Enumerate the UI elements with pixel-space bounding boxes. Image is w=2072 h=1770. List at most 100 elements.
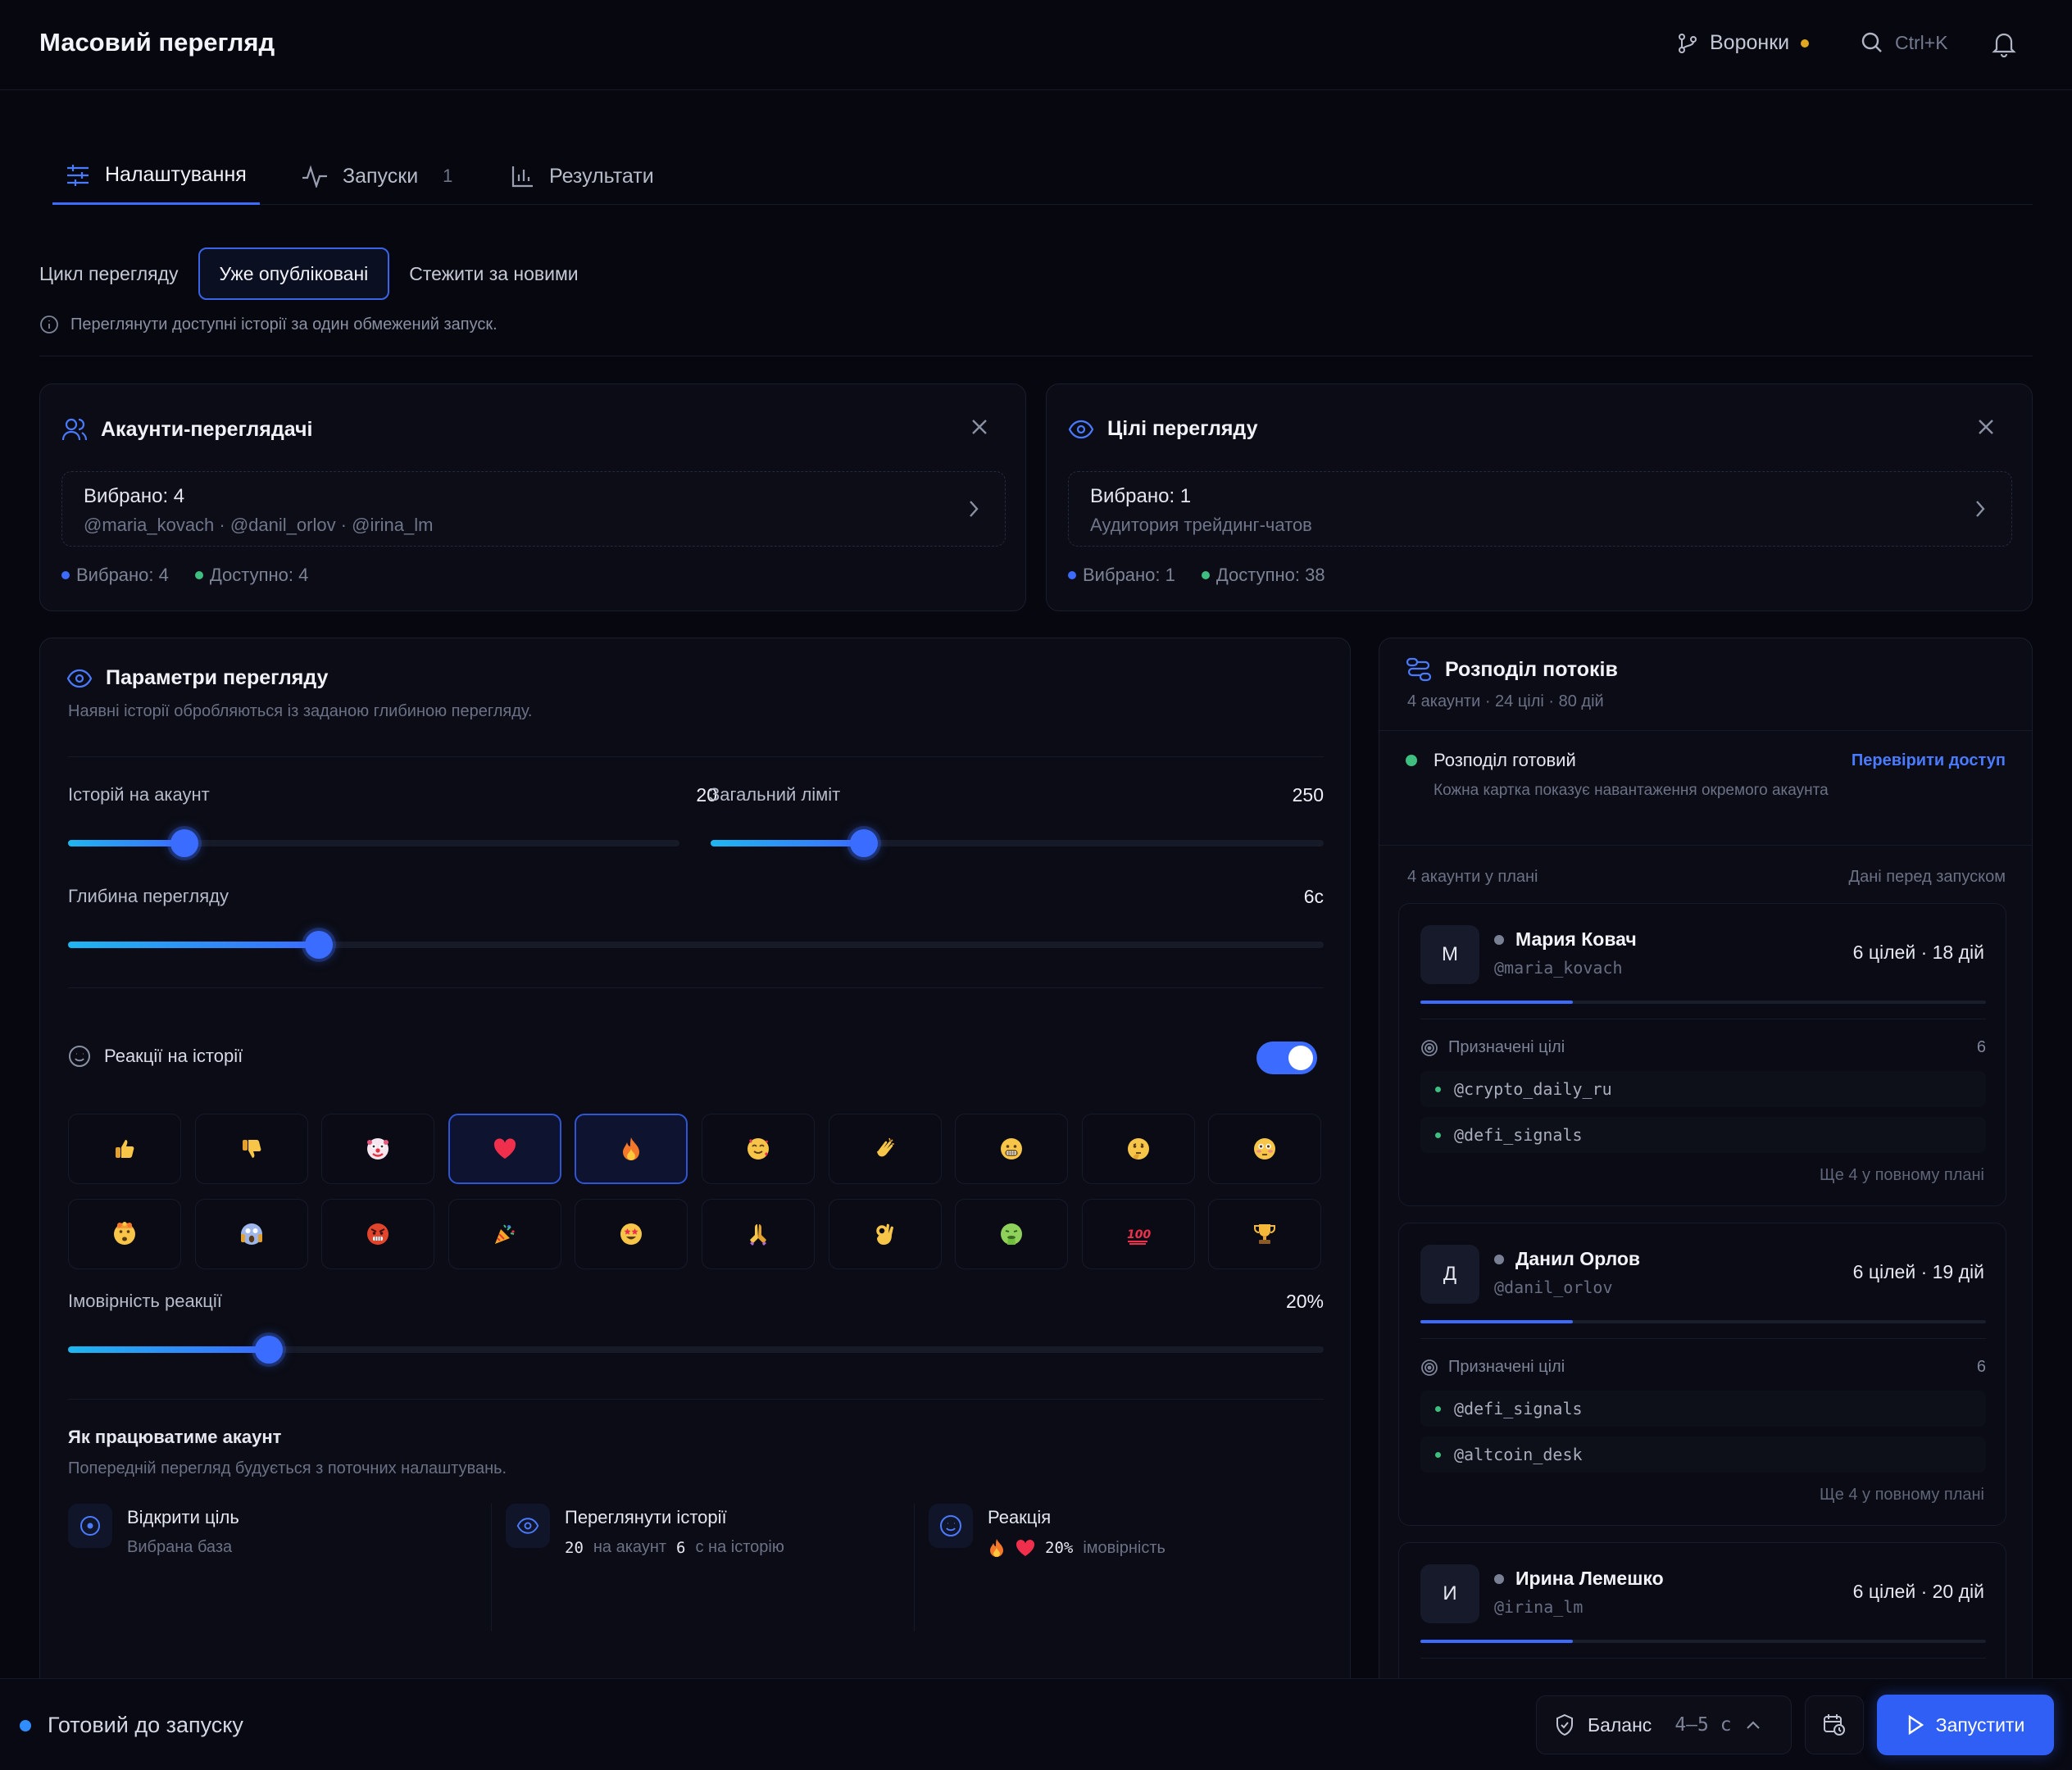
- how-title: Як працюватиме акаунт: [68, 1427, 282, 1447]
- stat-selected: Вибрано: 4: [76, 565, 169, 585]
- option-follow-new[interactable]: Стежити за новими: [409, 262, 579, 284]
- reaction-probability-value: 20%: [1285, 1291, 1324, 1312]
- divider: [1420, 1658, 1986, 1659]
- slider-knob[interactable]: [255, 1336, 284, 1364]
- divider: [914, 1504, 915, 1632]
- view-params-card: Параметри перегляду Наявні історії оброб…: [39, 638, 1351, 1703]
- option-published[interactable]: Уже опубліковані: [198, 247, 390, 300]
- distribution-status-desc: Кожна картка показує навантаження окремо…: [1434, 782, 1829, 799]
- emoji-option-trophy[interactable]: [1208, 1199, 1322, 1269]
- slider-knob[interactable]: [305, 931, 334, 959]
- stories-per-account-slider[interactable]: [68, 829, 679, 857]
- clap-emoji-icon: [873, 1137, 897, 1161]
- activity-icon: [302, 165, 328, 188]
- account-card[interactable]: М Мария Ковач @maria_kovach 6 цілей · 18…: [1398, 903, 2006, 1206]
- divider: [1420, 1338, 1986, 1339]
- account-card[interactable]: И Ирина Лемешко @irina_lm 6 цілей · 20 д…: [1398, 1542, 2006, 1678]
- plan-data-note: Дані перед запуском: [1848, 868, 2006, 886]
- account-card[interactable]: Д Данил Орлов @danil_orlov 6 цілей · 19 …: [1398, 1223, 2006, 1526]
- avatar: И: [1420, 1564, 1479, 1623]
- slider-knob[interactable]: [170, 829, 198, 857]
- toggle-knob: [1288, 1046, 1313, 1070]
- more-targets-note: Ще 4 у повному плані: [1819, 1486, 1984, 1504]
- run-button[interactable]: Запустити: [1877, 1695, 2054, 1755]
- funnels-button[interactable]: Воронки: [1677, 31, 1810, 55]
- emoji-option-vomit[interactable]: [955, 1199, 1069, 1269]
- account-load-bar: [1420, 1640, 1986, 1643]
- stories-per-account-label: Історій на акаунт: [68, 784, 210, 805]
- emoji-option-flushed[interactable]: [1208, 1114, 1322, 1184]
- tab-results[interactable]: Результати: [498, 148, 667, 205]
- target-handle: @altcoin_desk: [1454, 1445, 1583, 1464]
- account-load-meta: 6 цілей · 20 дій: [1852, 1581, 1984, 1602]
- emoji-option-thumbs-down[interactable]: [194, 1114, 308, 1184]
- emoji-option-angry[interactable]: [321, 1199, 435, 1269]
- emoji-option-heart[interactable]: [448, 1114, 561, 1184]
- assigned-targets-header: Призначені цілі 6: [1420, 1358, 1986, 1377]
- total-limit-slider[interactable]: [711, 829, 1324, 857]
- account-name: Мария Ковач: [1494, 928, 1637, 951]
- svg-text:100: 100: [1127, 1228, 1151, 1241]
- tab-settings[interactable]: Налаштування: [52, 148, 260, 205]
- emoji-option-thinking[interactable]: [1081, 1114, 1195, 1184]
- thumbs-up-emoji-icon: [112, 1137, 137, 1161]
- emoji-option-hundred[interactable]: 100: [1081, 1199, 1195, 1269]
- params-subtitle: Наявні історії обробляються із заданою г…: [68, 702, 533, 720]
- account-name-text: Ирина Лемешко: [1515, 1568, 1664, 1589]
- view-targets-selector[interactable]: Вибрано: 1 Аудитория трейдинг-чатов: [1068, 471, 2012, 547]
- selected-dot: [1068, 571, 1076, 579]
- selected-handles: @maria_kovach · @danil_orlov · @irina_lm: [84, 515, 434, 535]
- emoji-option-thumbs-up[interactable]: [68, 1114, 181, 1184]
- available-dot: [1201, 571, 1210, 579]
- emoji-option-pray[interactable]: [702, 1199, 815, 1269]
- stat-available: Доступно: 38: [1215, 565, 1325, 585]
- account-handle: @irina_lm: [1494, 1597, 1584, 1617]
- bar-chart-icon: [511, 165, 534, 188]
- tab-runs[interactable]: Запуски 1: [289, 148, 466, 205]
- eye-icon: [1068, 420, 1094, 439]
- close-icon[interactable]: [1976, 417, 1996, 437]
- mind-blown-emoji-icon: [112, 1222, 137, 1246]
- close-icon[interactable]: [970, 417, 989, 437]
- selected-count: Вибрано: 1: [1090, 485, 1192, 507]
- emoji-option-mind-blown[interactable]: [68, 1199, 181, 1269]
- schedule-button[interactable]: [1805, 1695, 1864, 1754]
- assigned-label: Призначені цілі: [1448, 1358, 1565, 1376]
- distribution-subtitle: 4 акаунти · 24 цілі · 80 дій: [1407, 692, 1604, 710]
- how-subtitle: Попередній перегляд будується з поточних…: [68, 1459, 507, 1477]
- assigned-label: Призначені цілі: [1448, 1038, 1565, 1056]
- card-title-text: Розподіл потоків: [1445, 657, 1618, 681]
- balance-button[interactable]: Баланс 4–5 с: [1536, 1695, 1792, 1754]
- page-title: Масовий перегляд: [39, 28, 275, 57]
- emoji-option-smiling-hearts[interactable]: [702, 1114, 815, 1184]
- eye-icon: [66, 669, 93, 688]
- slider-knob[interactable]: [850, 829, 878, 857]
- emoji-option-fire[interactable]: [575, 1114, 688, 1184]
- selected-audience: Аудитория трейдинг-чатов: [1090, 515, 1312, 535]
- bell-icon[interactable]: [1992, 31, 2016, 57]
- view-depth-slider[interactable]: [68, 931, 1324, 959]
- reactions-toggle[interactable]: [1256, 1042, 1317, 1074]
- emoji-option-party[interactable]: [448, 1199, 561, 1269]
- search-button[interactable]: Ctrl+K: [1861, 31, 1948, 54]
- emoji-option-ok-hand[interactable]: [828, 1199, 942, 1269]
- account-handle: @danil_orlov: [1494, 1278, 1613, 1297]
- viewer-accounts-card: Акаунти-переглядачі Вибрано: 4 @maria_ko…: [39, 384, 1026, 611]
- chevron-right-icon: [967, 498, 980, 520]
- thinking-emoji-icon: [1126, 1137, 1151, 1161]
- step-view-stories-desc: 20 на акаунт 6 с на історію: [565, 1538, 784, 1557]
- flushed-emoji-icon: [1252, 1137, 1277, 1161]
- emoji-option-grin[interactable]: [955, 1114, 1069, 1184]
- fire-emoji-icon: [988, 1538, 1006, 1558]
- target-item: @defi_signals: [1420, 1117, 1986, 1153]
- emoji-option-clown[interactable]: [321, 1114, 435, 1184]
- seconds-num: 6: [676, 1538, 686, 1557]
- emoji-option-star-eyes[interactable]: [575, 1199, 688, 1269]
- reaction-probability-slider[interactable]: [68, 1336, 1324, 1364]
- check-access-link[interactable]: Перевірити доступ: [1851, 751, 2006, 769]
- emoji-option-clap[interactable]: [828, 1114, 942, 1184]
- slider-fill: [711, 840, 864, 846]
- divider: [1379, 730, 2032, 731]
- viewer-accounts-selector[interactable]: Вибрано: 4 @maria_kovach · @danil_orlov …: [61, 471, 1006, 547]
- emoji-option-scream[interactable]: [194, 1199, 308, 1269]
